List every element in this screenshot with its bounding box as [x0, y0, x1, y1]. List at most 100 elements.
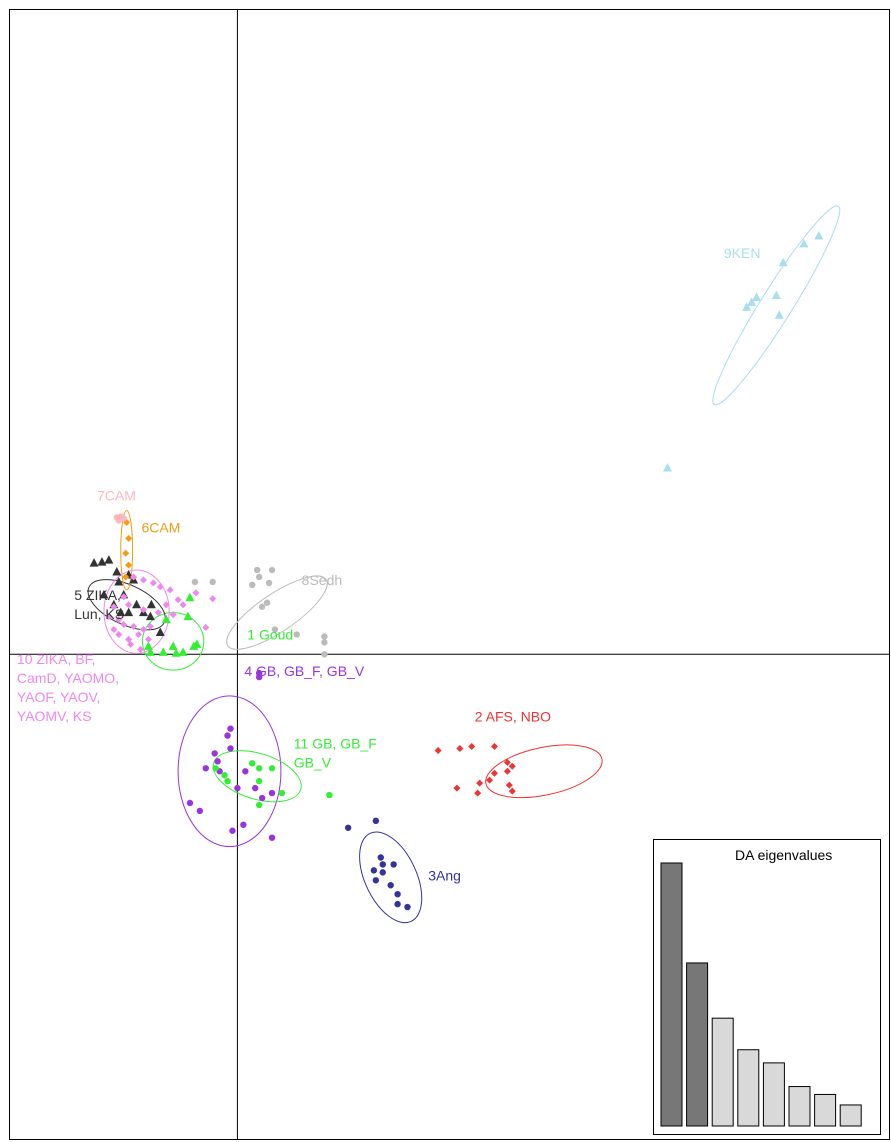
label-group-2: 2 AFS, NBO	[475, 709, 551, 725]
point-group-8	[321, 633, 328, 640]
point-group-4	[268, 789, 276, 797]
point-group-3	[372, 817, 380, 825]
point-group-8	[321, 651, 328, 658]
point-group-1	[192, 639, 202, 648]
point-group-5	[116, 607, 126, 617]
ellipse-group-4	[177, 695, 282, 848]
point-group-4	[229, 827, 236, 834]
point-group-10	[192, 589, 200, 597]
ellipse-group-3	[359, 831, 423, 924]
ellipse-group-8	[226, 575, 328, 650]
eigenvalue-bar	[788, 1086, 811, 1127]
point-group-11	[278, 789, 286, 797]
point-group-5	[89, 558, 99, 567]
point-group-10	[135, 630, 143, 638]
point-group-5	[155, 627, 165, 636]
point-group-4	[252, 784, 259, 792]
point-group-1	[183, 611, 193, 621]
point-group-8	[268, 566, 276, 574]
point-group-10	[139, 626, 147, 634]
point-group-11	[326, 791, 333, 799]
eigenvalue-bar	[660, 862, 683, 1127]
point-group-7	[120, 515, 127, 522]
point-group-8	[271, 626, 279, 633]
point-group-3	[379, 869, 386, 876]
point-group-3	[394, 900, 401, 908]
eigenvalue-bar	[711, 1017, 734, 1127]
point-group-3	[387, 882, 394, 889]
point-group-10	[110, 626, 118, 634]
eigenvalue-bar	[814, 1093, 837, 1127]
label-group-7: 7CAM	[97, 488, 136, 504]
ellipse-group-10	[103, 569, 170, 654]
point-group-8	[255, 573, 263, 581]
point-group-2	[474, 789, 482, 797]
point-group-4	[234, 784, 241, 792]
point-group-1	[171, 648, 181, 657]
point-group-9	[752, 292, 762, 301]
point-group-5	[145, 611, 155, 621]
point-group-3	[404, 903, 411, 911]
point-group-10	[105, 613, 113, 621]
point-group-4	[224, 732, 231, 739]
point-group-5	[97, 557, 107, 566]
point-group-10	[137, 645, 145, 653]
point-group-9	[771, 290, 781, 299]
point-group-4	[202, 765, 209, 772]
inset-bars	[660, 862, 862, 1127]
point-group-5	[132, 599, 142, 609]
point-group-4	[258, 794, 266, 802]
point-group-8	[321, 639, 328, 646]
point-group-11	[224, 777, 231, 785]
point-group-8	[209, 578, 216, 586]
point-group-3	[390, 861, 397, 868]
point-group-2	[505, 781, 513, 789]
point-group-5	[124, 607, 134, 617]
point-group-8	[253, 566, 261, 574]
point-group-9	[814, 231, 824, 240]
point-group-10	[174, 596, 182, 604]
point-group-10	[146, 623, 154, 631]
point-group-7	[115, 517, 122, 524]
point-group-10	[115, 630, 123, 638]
point-group-9	[747, 297, 757, 306]
point-group-10	[144, 635, 152, 643]
point-group-10	[149, 579, 157, 587]
eigenvalue-bar	[762, 1062, 785, 1127]
label-group-4: 4 GB, GB_F, GB_V	[244, 663, 364, 679]
point-group-4	[268, 834, 276, 841]
point-group-3	[394, 890, 401, 898]
eigenvalue-bar	[839, 1104, 862, 1127]
point-group-11	[221, 772, 228, 779]
label-group-9: 9KEN	[724, 245, 761, 261]
point-group-1	[168, 641, 178, 650]
label-group-5: 5 ZIKA, Lun, KS	[74, 587, 124, 622]
point-group-1	[178, 647, 188, 656]
point-group-10	[110, 603, 118, 611]
point-group-3	[377, 854, 384, 861]
point-group-10	[209, 595, 217, 603]
point-group-4	[227, 745, 234, 752]
point-group-9	[778, 257, 788, 267]
label-group-3: 3Ang	[428, 867, 461, 883]
point-group-10	[156, 583, 164, 591]
point-group-1	[185, 592, 195, 602]
ellipse-group-2	[485, 744, 603, 799]
point-group-6	[125, 561, 133, 569]
point-group-8	[258, 603, 266, 610]
point-group-2	[453, 784, 461, 792]
point-group-10	[130, 623, 138, 631]
point-group-10	[127, 640, 135, 648]
point-group-1	[145, 647, 155, 656]
point-group-10	[202, 624, 210, 632]
point-group-10	[139, 606, 147, 614]
point-group-5	[104, 555, 114, 564]
point-group-2	[503, 758, 511, 766]
point-group-2	[508, 762, 516, 770]
point-group-10	[120, 621, 128, 629]
point-group-5	[99, 589, 109, 599]
point-group-5	[114, 576, 124, 586]
point-group-11	[255, 765, 263, 772]
point-group-4	[227, 725, 234, 732]
